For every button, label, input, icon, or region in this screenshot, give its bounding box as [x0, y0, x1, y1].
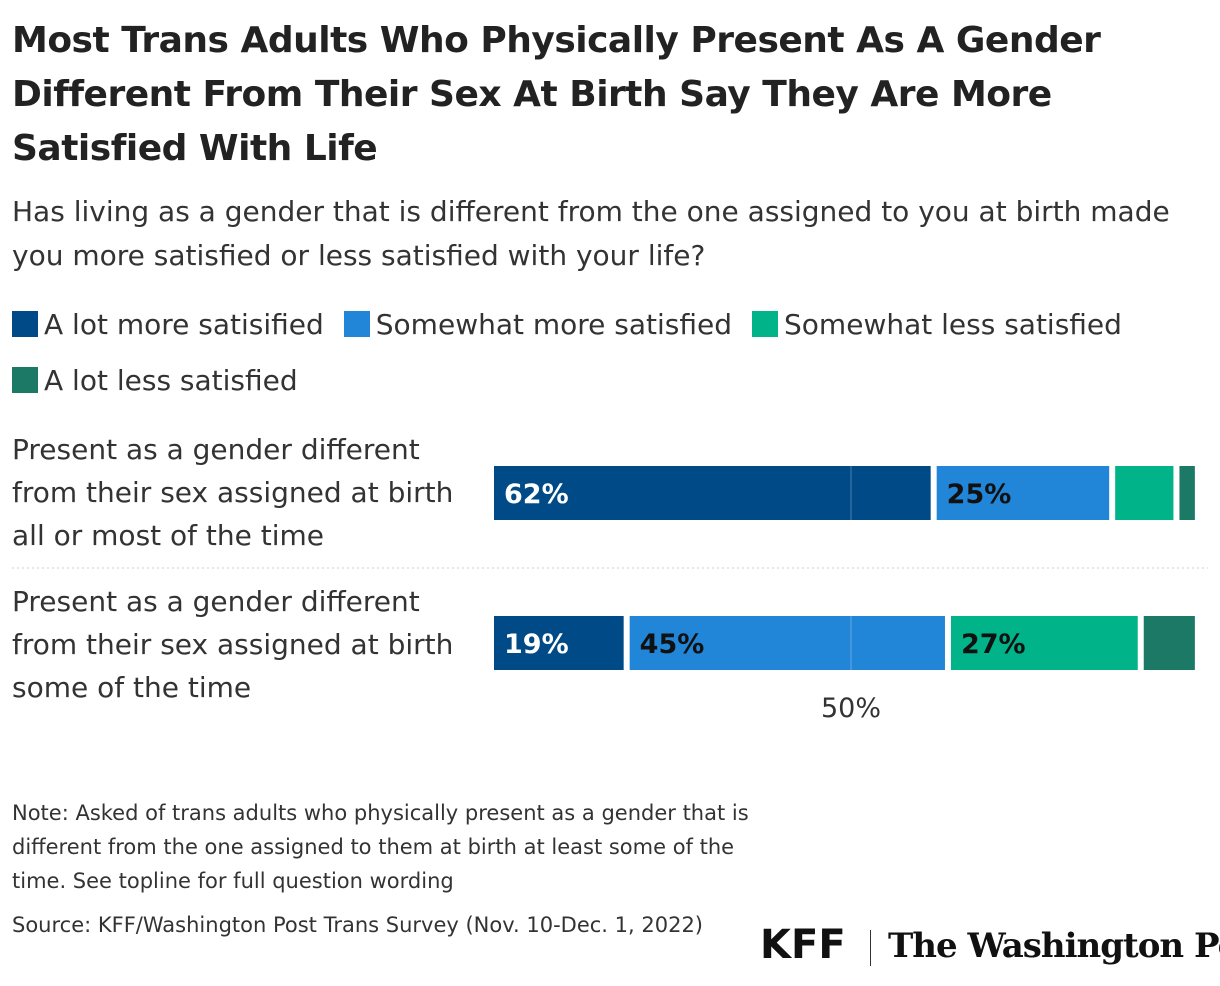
category-label: Present as a gender different from their… [12, 433, 454, 552]
chart-title: Most Trans Adults Who Physically Present… [12, 20, 1101, 169]
bar-segment [494, 616, 624, 670]
bar-segment [1179, 466, 1195, 520]
legend-label: A lot more satisified [44, 307, 324, 341]
legend-swatch [343, 311, 370, 337]
legend-label: Somewhat less satisfied [784, 307, 1122, 341]
bar-segment [1143, 616, 1195, 670]
bar-segment [629, 616, 945, 670]
category-label: Present as a gender different from their… [12, 585, 454, 704]
logo: The Washington Post [888, 926, 1220, 966]
bar-segment [936, 466, 1110, 520]
legend-item: Somewhat more satisfied [343, 302, 733, 346]
x-tick-label: 50% [821, 693, 881, 724]
value-label: 62% [504, 479, 569, 510]
legend-label: A lot less satisfied [44, 363, 298, 397]
legend-item: A lot more satisified [12, 302, 324, 346]
legend-item: A lot less satisfied [12, 358, 298, 402]
source: Source: KFF/Washington Post Trans Survey… [12, 913, 704, 937]
bar-segment [950, 616, 1138, 670]
legend-item: Somewhat less satisfied [752, 302, 1122, 346]
note: Note: Asked of trans adults who physical… [12, 801, 749, 893]
value-label: 45% [640, 629, 705, 660]
value-label: 27% [961, 629, 1026, 660]
logo-separator [870, 930, 871, 966]
legend-swatch [752, 311, 779, 337]
bar-segment [494, 466, 931, 520]
legend: A lot more satisified Somewhat more satis… [12, 302, 1212, 402]
legend-swatch [12, 367, 38, 393]
chart-subtitle: Has living as a gender that is different… [12, 195, 1170, 272]
value-label: 19% [504, 629, 569, 660]
legend-swatch [12, 311, 38, 337]
value-label: 25% [947, 479, 1012, 510]
logo: KFF [760, 922, 846, 968]
legend-label: Somewhat more satisfied [375, 307, 733, 341]
bar-segment [1115, 466, 1174, 520]
